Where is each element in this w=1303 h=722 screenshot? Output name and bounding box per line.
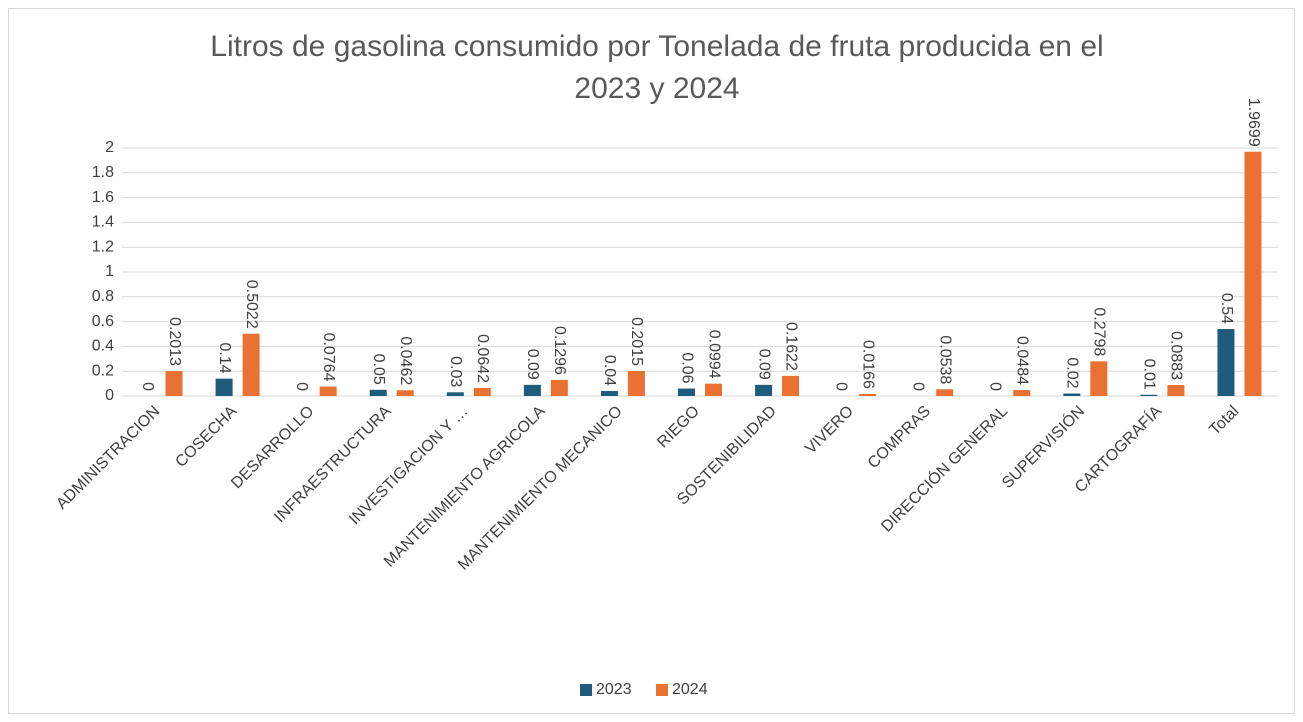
x-tick-label: COSECHA bbox=[172, 403, 240, 471]
y-tick-label: 0.2 bbox=[92, 362, 114, 379]
bar bbox=[242, 333, 260, 396]
x-tick-label: MANTENIMIENTO MECANICO bbox=[455, 403, 626, 574]
data-label: 0.0883 bbox=[1168, 331, 1185, 380]
bar bbox=[936, 389, 954, 396]
bar bbox=[782, 375, 800, 396]
data-label: 0.2798 bbox=[1091, 307, 1108, 356]
bar bbox=[550, 379, 568, 396]
data-label: 0.09 bbox=[524, 349, 541, 380]
y-tick-label: 1.8 bbox=[92, 164, 114, 181]
bar bbox=[215, 378, 233, 396]
x-tick-label: SUPERVISIÓN bbox=[998, 401, 1089, 492]
y-tick-label: 1 bbox=[105, 263, 114, 280]
bar bbox=[396, 390, 414, 396]
y-tick-label: 0.8 bbox=[92, 288, 114, 305]
bar bbox=[523, 384, 541, 396]
bar bbox=[165, 371, 183, 396]
data-label: 0 bbox=[832, 382, 849, 391]
data-label: 1.9699 bbox=[1245, 98, 1262, 147]
x-tick-label: DESARROLLO bbox=[228, 403, 317, 492]
data-label: 0.0538 bbox=[936, 335, 953, 384]
x-tick-label: DIRECCIÓN GENERAL bbox=[877, 401, 1011, 535]
y-tick-label: 1.2 bbox=[92, 238, 114, 255]
legend-swatch bbox=[656, 684, 668, 696]
x-tick-label: VIVERO bbox=[802, 403, 857, 458]
y-tick-label: 0 bbox=[105, 387, 114, 404]
data-label: 0.1296 bbox=[551, 326, 568, 375]
x-tick-label: Total bbox=[1206, 403, 1242, 439]
bar bbox=[1140, 394, 1158, 396]
chart-title: Litros de gasolina consumido por Tonelad… bbox=[210, 30, 1104, 105]
bar bbox=[1013, 389, 1031, 396]
x-tick-label: MANTENIMIENTO AGRICOLA bbox=[381, 403, 549, 571]
legend-label: 2023 bbox=[596, 681, 632, 698]
bar bbox=[369, 389, 387, 396]
bar bbox=[1244, 151, 1262, 396]
bar bbox=[1090, 361, 1108, 396]
bar bbox=[473, 388, 491, 396]
x-tick-label: RIEGO bbox=[654, 403, 702, 451]
data-label: 0.2013 bbox=[166, 317, 183, 366]
data-label: 0 bbox=[909, 382, 926, 391]
data-label: 0 bbox=[139, 382, 156, 391]
data-label: 0.05 bbox=[370, 354, 387, 385]
bar bbox=[705, 383, 722, 396]
legend-swatch bbox=[580, 684, 592, 696]
chart-border bbox=[8, 8, 1295, 714]
data-label: 0.04 bbox=[601, 355, 618, 386]
data-label: 0.06 bbox=[678, 352, 695, 383]
bar bbox=[1167, 385, 1185, 396]
data-label: 0.0484 bbox=[1014, 336, 1031, 385]
data-label: 0.0462 bbox=[397, 336, 414, 385]
data-label: 0 bbox=[987, 382, 1004, 391]
data-label: 0.1622 bbox=[782, 322, 799, 371]
bar bbox=[859, 393, 877, 396]
x-tick-label: COMPRAS bbox=[865, 403, 934, 472]
data-label: 0.01 bbox=[1141, 359, 1158, 390]
bar bbox=[319, 386, 337, 396]
data-label: 0.0764 bbox=[320, 333, 337, 382]
data-label: 0.5022 bbox=[243, 280, 260, 329]
bar bbox=[1217, 329, 1235, 396]
data-label: 0.02 bbox=[1064, 357, 1081, 388]
data-label: 0.0166 bbox=[859, 340, 876, 389]
data-label: 0.2015 bbox=[628, 317, 645, 366]
y-tick-label: 1.6 bbox=[92, 189, 114, 206]
data-label: 0.0994 bbox=[705, 330, 722, 379]
legend-label: 2024 bbox=[672, 681, 708, 698]
y-tick-label: 0.4 bbox=[92, 338, 114, 355]
data-label: 0.03 bbox=[447, 356, 464, 387]
bar bbox=[627, 371, 645, 396]
data-label: 0.54 bbox=[1218, 293, 1235, 324]
data-label: 0 bbox=[293, 382, 310, 391]
x-tick-label: ADMINISTRACION bbox=[53, 403, 163, 513]
y-tick-label: 1.4 bbox=[92, 214, 114, 231]
data-label: 0.14 bbox=[216, 342, 233, 373]
bar bbox=[678, 388, 695, 396]
bar bbox=[600, 391, 618, 396]
bar bbox=[755, 384, 773, 396]
data-label: 0.09 bbox=[755, 349, 772, 380]
bar bbox=[446, 392, 464, 396]
y-tick-label: 0.6 bbox=[92, 313, 114, 330]
y-tick-label: 2 bbox=[105, 139, 114, 156]
data-label: 0.0642 bbox=[474, 334, 491, 383]
bar bbox=[1063, 393, 1081, 396]
